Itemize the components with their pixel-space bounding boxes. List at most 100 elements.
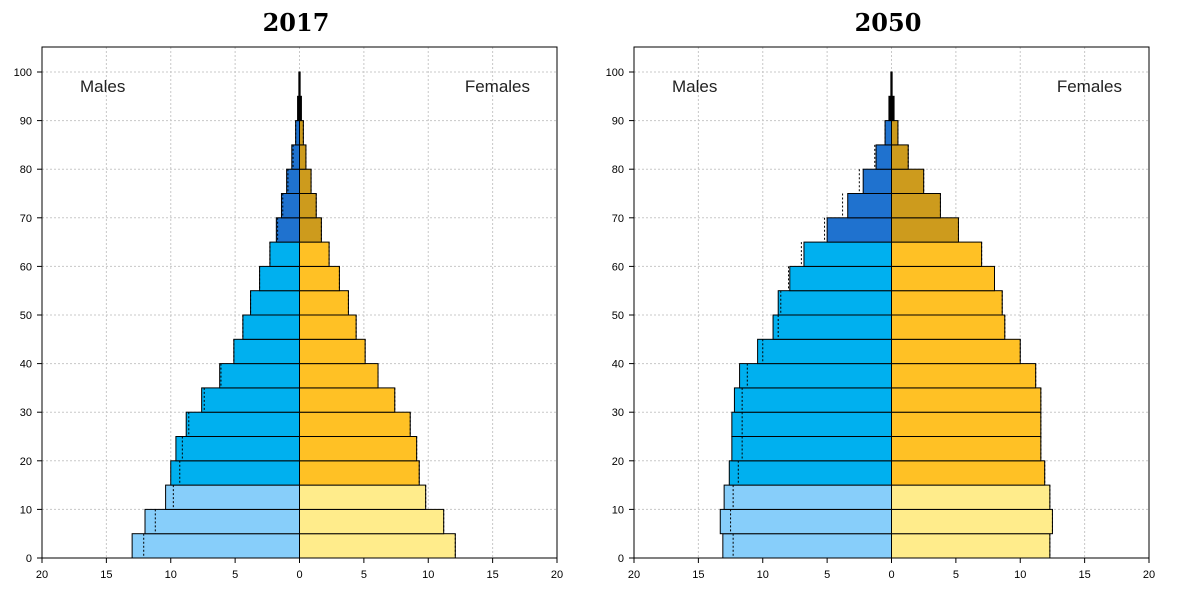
- female-bar: [891, 338, 1021, 365]
- male-bar: [269, 241, 301, 267]
- y-tick-label: 40: [20, 359, 32, 371]
- y-tick-label: 80: [612, 164, 624, 176]
- y-tick-label: 70: [20, 213, 32, 225]
- male-bar: [233, 338, 300, 365]
- male-bar: [131, 533, 300, 559]
- male-bar: [777, 290, 892, 316]
- y-tick-label: 50: [612, 310, 624, 322]
- female-bar: [299, 314, 357, 340]
- female-bar: [299, 290, 349, 316]
- female-bar: [299, 460, 420, 486]
- y-tick-label: 10: [20, 504, 32, 516]
- y-tick-label: 70: [612, 213, 624, 225]
- males-label: Males: [80, 77, 125, 96]
- chart-title: 2017: [262, 8, 330, 37]
- male-bar: [144, 508, 300, 535]
- chart-title: 2050: [854, 8, 922, 37]
- x-tick-label: 0: [296, 569, 302, 581]
- male-bar: [275, 217, 301, 243]
- x-tick-label: 10: [165, 569, 177, 581]
- male-bar: [286, 168, 300, 194]
- female-bar: [299, 338, 366, 365]
- female-bar: [891, 168, 925, 194]
- female-bar: [299, 120, 304, 146]
- female-bar: [299, 168, 312, 194]
- female-bar: [891, 411, 1042, 438]
- female-bar: [299, 508, 445, 535]
- male-bar: [728, 460, 892, 486]
- male-bar: [731, 436, 892, 462]
- x-tick-label: 10: [1014, 569, 1026, 581]
- female-bar: [299, 217, 322, 243]
- male-bar: [789, 265, 893, 292]
- female-bar: [299, 193, 317, 219]
- y-tick-label: 60: [20, 261, 32, 273]
- y-tick-label: 20: [20, 456, 32, 468]
- female-bar: [891, 314, 1006, 340]
- x-tick-label: 20: [551, 569, 563, 581]
- male-bar: [803, 241, 892, 267]
- male-bar: [295, 120, 301, 146]
- female-bar: [891, 144, 909, 170]
- female-bar: [891, 290, 1003, 316]
- x-tick-label: 10: [422, 569, 434, 581]
- female-bar: [299, 363, 379, 389]
- male-bar: [250, 290, 300, 316]
- y-tick-label: 90: [612, 116, 624, 128]
- x-tick-label: 15: [100, 569, 112, 581]
- y-tick-label: 20: [612, 456, 624, 468]
- female-bar: [891, 460, 1046, 486]
- y-tick-label: 100: [606, 67, 624, 79]
- y-tick-label: 60: [612, 261, 624, 273]
- pyramid-2017-plot: 20 15 10 5 0 5 10 15 200102030405060708090100Mal…: [14, 46, 563, 581]
- female-bar: [891, 120, 899, 146]
- female-bar: [891, 217, 959, 243]
- male-bar: [185, 411, 300, 438]
- x-tick-label: 0: [888, 569, 894, 581]
- x-tick-label: 10: [757, 569, 769, 581]
- female-bar: [299, 436, 418, 462]
- x-tick-label: 15: [692, 569, 704, 581]
- male-bar: [862, 168, 892, 194]
- females-label: Females: [465, 77, 530, 96]
- female-bar: [299, 265, 340, 292]
- male-bar: [219, 363, 300, 389]
- male-bar: [733, 387, 892, 413]
- male-bar: [175, 436, 300, 462]
- female-bar: [891, 265, 995, 292]
- female-bar: [891, 533, 1051, 559]
- female-bar: [891, 241, 983, 267]
- y-tick-label: 50: [20, 310, 32, 322]
- x-tick-label: 5: [953, 569, 959, 581]
- x-tick-label: 5: [824, 569, 830, 581]
- x-tick-label: 15: [1079, 569, 1091, 581]
- pyramid-2017: 2017 20 15 10 5 0 5 10 15 20 0 10 20 30 40 50 60 70 80 90 1…: [14, 8, 563, 581]
- male-bar: [165, 484, 300, 510]
- male-bar: [847, 193, 893, 219]
- y-tick-label: 100: [14, 67, 32, 79]
- male-bar: [170, 460, 300, 486]
- male-bar: [826, 217, 892, 243]
- male-bar: [259, 265, 300, 292]
- y-tick-label: 30: [20, 407, 32, 419]
- male-bar: [280, 193, 301, 219]
- male-bar: [772, 314, 892, 340]
- x-tick-label: 5: [361, 569, 367, 581]
- male-bar: [739, 363, 892, 389]
- female-bar: [891, 193, 941, 219]
- male-bar: [242, 314, 301, 340]
- pyramid-2050: 2050 20 15 10 5 0 5 10 15 20 0 10 20 30 40 50 60 70 80 90 1…: [592, 0, 1184, 595]
- male-bar: [719, 508, 892, 535]
- y-tick-label: 90: [20, 116, 32, 128]
- female-bar: [299, 241, 330, 267]
- female-bar: [891, 436, 1042, 462]
- female-bar: [299, 387, 396, 413]
- female-bar: [891, 508, 1053, 535]
- female-bar: [299, 484, 427, 510]
- male-bar: [731, 411, 892, 438]
- males-label: Males: [672, 77, 717, 96]
- female-bar: [891, 363, 1037, 389]
- female-bar: [299, 533, 456, 559]
- male-bar: [884, 120, 892, 146]
- x-tick-label: 20: [1143, 569, 1155, 581]
